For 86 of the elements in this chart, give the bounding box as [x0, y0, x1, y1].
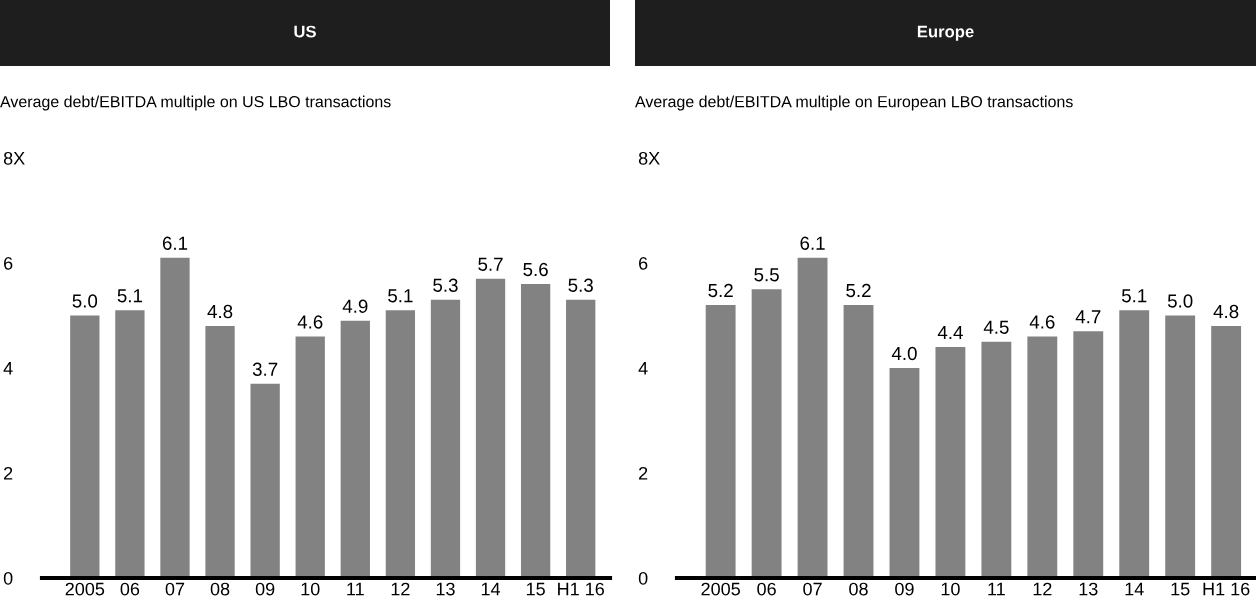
- data-label: 5.3: [568, 278, 593, 292]
- x-tick-label: H1 16: [558, 582, 604, 596]
- bar: [115, 310, 145, 578]
- x-tick-label: 2005: [701, 582, 740, 596]
- y-tick-label: 2: [639, 466, 648, 480]
- data-label: 4.8: [207, 304, 233, 319]
- data-label: 4.7: [1075, 310, 1101, 324]
- x-tick-label: 09: [895, 582, 914, 596]
- x-tick-label: 2005: [65, 582, 105, 596]
- x-tick-label: 09: [255, 582, 275, 596]
- data-label: 6.1: [162, 236, 188, 250]
- data-label: 4.4: [937, 326, 963, 339]
- y-tick-label: 4: [638, 362, 648, 375]
- bar: [520, 284, 551, 578]
- x-tick-label: 10: [301, 582, 320, 596]
- bar: [935, 347, 966, 578]
- bar: [385, 310, 416, 578]
- bar: [797, 257, 828, 578]
- y-tick-label: 0: [3, 571, 13, 585]
- data-label: 4.6: [297, 315, 323, 329]
- bar: [751, 289, 782, 578]
- x-tick-label: H1 16: [1203, 582, 1250, 596]
- chart-title: US: [294, 25, 316, 38]
- bar: [1165, 315, 1196, 578]
- x-tick-label: 12: [1033, 582, 1052, 596]
- y-tick-label: 6: [4, 256, 13, 270]
- bar: [889, 368, 920, 578]
- bar: [250, 383, 280, 578]
- chart-subtitle: Average debt/EBITDA multiple on European LBO transactions: [635, 95, 1073, 111]
- bar: [160, 257, 190, 578]
- x-tick-label: 07: [165, 582, 185, 596]
- data-label: 5.7: [478, 257, 503, 271]
- bar: [1027, 336, 1058, 578]
- data-label: 6.1: [800, 236, 825, 250]
- chart-title: Europe: [917, 25, 974, 41]
- y-tick-label: 2: [4, 466, 13, 480]
- x-tick-label: 11: [988, 582, 1005, 596]
- x-tick-label: 14: [1125, 582, 1144, 596]
- data-label: 4.9: [342, 299, 368, 313]
- data-label: 5.5: [754, 268, 779, 282]
- data-label: 5.6: [523, 262, 548, 277]
- x-tick-label: 06: [120, 582, 140, 596]
- y-tick-label: 6: [639, 256, 648, 270]
- data-label: 4.0: [891, 346, 917, 361]
- bar: [705, 305, 736, 578]
- bar: [295, 336, 325, 578]
- data-label: 5.0: [1167, 294, 1193, 308]
- x-tick-label: 08: [849, 582, 868, 596]
- x-tick-label: 13: [1079, 582, 1098, 596]
- y-tick-label: 4: [3, 362, 13, 375]
- x-tick-label: 10: [941, 582, 960, 596]
- bar: [843, 305, 874, 578]
- data-label: 5.1: [1121, 289, 1147, 303]
- x-tick-label: 14: [481, 582, 501, 596]
- data-label: 3.7: [252, 362, 278, 376]
- x-tick-label: 07: [803, 582, 822, 596]
- x-tick-label: 11: [347, 582, 364, 596]
- y-tick-label: 0: [638, 571, 648, 585]
- x-tick-label: 13: [436, 582, 455, 596]
- bar: [1073, 331, 1104, 578]
- chart-subtitle: Average debt/EBITDA multiple on US LBO transactions: [0, 95, 391, 111]
- x-tick-label: 06: [757, 582, 776, 596]
- bar: [430, 299, 461, 578]
- data-label: 5.1: [388, 289, 413, 303]
- bar: [475, 278, 506, 578]
- x-tick-label: 12: [391, 582, 410, 596]
- bar: [566, 299, 596, 578]
- y-tick-label: 8X: [638, 151, 660, 165]
- data-label: 4.5: [983, 320, 1009, 334]
- x-tick-label: 15: [1171, 582, 1190, 596]
- bar: [340, 320, 370, 578]
- data-label: 5.2: [846, 283, 871, 298]
- bar: [981, 341, 1012, 578]
- x-tick-label: 15: [526, 582, 545, 596]
- y-tick-label: 8X: [3, 151, 25, 165]
- data-label: 4.6: [1029, 315, 1055, 329]
- bar: [205, 326, 235, 578]
- bar: [70, 315, 100, 578]
- data-label: 5.0: [72, 294, 98, 308]
- data-label: 4.8: [1213, 304, 1239, 319]
- x-tick-label: 08: [210, 582, 230, 596]
- data-label: 5.3: [433, 278, 458, 292]
- bar: [1119, 310, 1150, 578]
- data-label: 5.2: [708, 283, 733, 298]
- bar: [1211, 326, 1242, 578]
- data-label: 5.1: [117, 289, 143, 303]
